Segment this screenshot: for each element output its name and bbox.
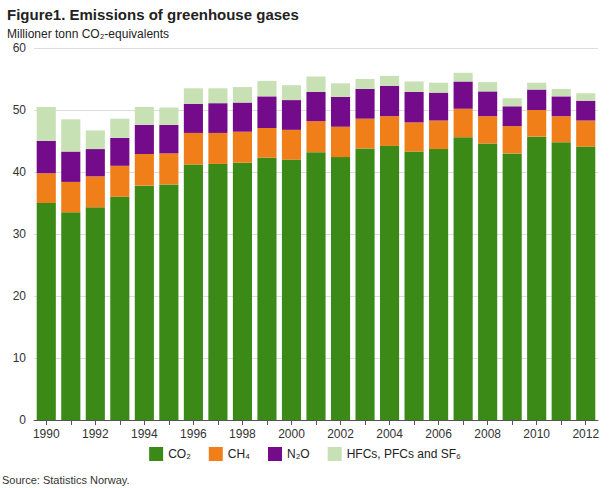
svg-text:Figure1. Emissions of greenhou: Figure1. Emissions of greenhouse gases (7, 6, 299, 23)
svg-text:2000: 2000 (278, 427, 305, 441)
svg-text:HFCs, PFCs and SF₆: HFCs, PFCs and SF₆ (347, 447, 461, 461)
svg-text:1990: 1990 (33, 427, 60, 441)
svg-text:1998: 1998 (229, 427, 256, 441)
svg-text:50: 50 (13, 103, 27, 117)
svg-text:Millioner tonn CO₂-equivalents: Millioner tonn CO₂-equivalents (7, 27, 169, 41)
svg-text:1996: 1996 (180, 427, 207, 441)
svg-text:60: 60 (13, 41, 27, 55)
svg-text:1994: 1994 (131, 427, 158, 441)
svg-text:40: 40 (13, 165, 27, 179)
svg-text:Source: Statistics Norway.: Source: Statistics Norway. (2, 474, 130, 486)
svg-text:0: 0 (19, 413, 26, 427)
svg-text:2008: 2008 (474, 427, 501, 441)
svg-text:2004: 2004 (376, 427, 403, 441)
svg-text:2010: 2010 (523, 427, 550, 441)
svg-text:N₂O: N₂O (287, 447, 310, 461)
svg-text:2002: 2002 (327, 427, 354, 441)
svg-text:2012: 2012 (572, 427, 599, 441)
svg-text:30: 30 (13, 227, 27, 241)
svg-text:CH₄: CH₄ (228, 447, 250, 461)
svg-text:20: 20 (13, 289, 27, 303)
svg-text:CO₂: CO₂ (168, 447, 191, 461)
svg-text:10: 10 (13, 351, 27, 365)
svg-text:2006: 2006 (425, 427, 452, 441)
svg-text:1992: 1992 (82, 427, 109, 441)
